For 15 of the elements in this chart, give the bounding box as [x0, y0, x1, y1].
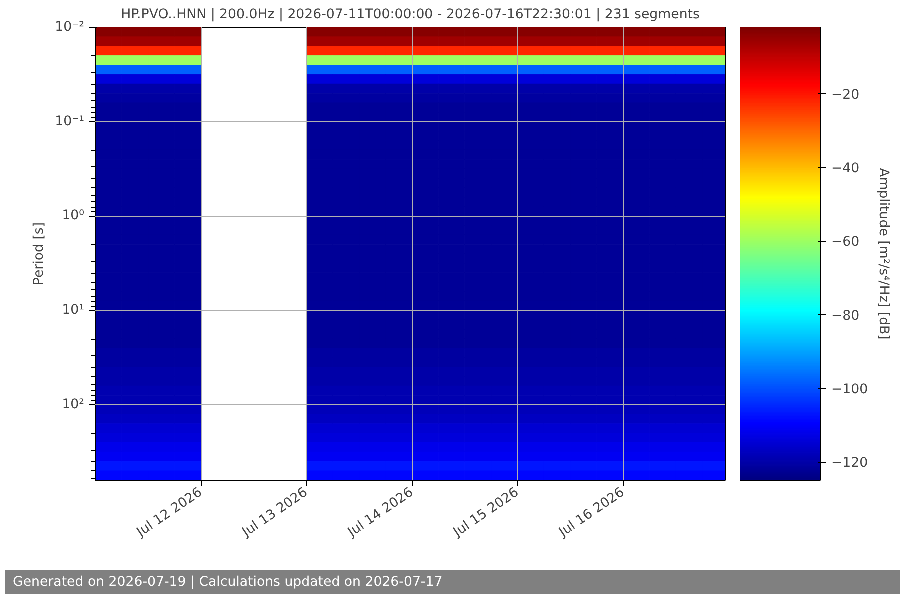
color-bar-label: −20	[832, 88, 860, 103]
color-bar-label: −60	[832, 235, 860, 250]
y-axis-title: Period [s]	[32, 222, 48, 286]
color-bar-label: −40	[832, 161, 860, 176]
color-bar-label: −120	[832, 456, 868, 472]
y-tick-label: 10⁰	[62, 208, 85, 224]
color-bar-label: −100	[832, 382, 868, 398]
text: Generated on 2026-07-19 | Calculations updated on 2026-07-17	[13, 574, 443, 592]
y-tick-label: 10⁻²	[55, 20, 85, 35]
y-tick-label: 10²	[62, 398, 85, 412]
chart-title: HP.PVO..HNN | 200.0Hz | 2026-07-11T00:00:00 - 2026-07-16T22:30:01 | 231 segments	[121, 8, 700, 22]
color-bar-label: −80	[832, 308, 860, 324]
y-tick-label: 10⁻¹	[55, 114, 85, 130]
y-tick-label: 10¹	[62, 303, 85, 318]
color-bar-title: Amplitude [m²/s⁴/Hz] [dB]	[876, 168, 892, 340]
